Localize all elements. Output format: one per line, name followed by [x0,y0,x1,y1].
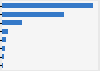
Bar [2,54,4,59]
Bar [2,63,4,68]
Bar [2,12,64,17]
Bar [2,29,8,34]
Bar [2,3,93,8]
Bar [2,46,5,51]
Bar [2,20,22,25]
Bar [2,37,6,42]
